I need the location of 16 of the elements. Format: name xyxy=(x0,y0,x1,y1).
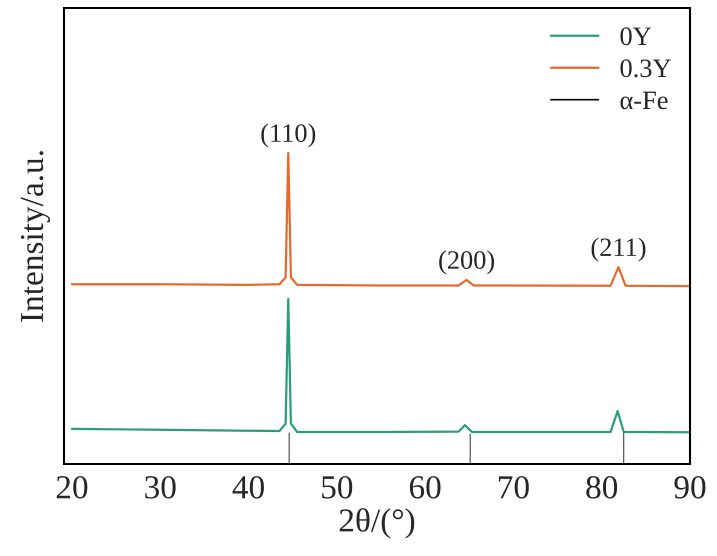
x-tick-label: 60 xyxy=(410,476,441,499)
legend-label: 0.3Y xyxy=(620,59,671,78)
annotation: (211) xyxy=(592,238,646,262)
x-axis-title: 2θ/(°) xyxy=(340,508,414,539)
x-tick-label: 40 xyxy=(232,476,264,499)
annotation: (110) xyxy=(261,123,316,148)
annotation: (200) xyxy=(439,250,494,274)
x-tick-label: 70 xyxy=(498,476,529,499)
x-tick-label: 80 xyxy=(586,476,618,499)
x-tick-label: 30 xyxy=(145,476,176,499)
legend-label: 0Y xyxy=(620,27,652,46)
x-tick-label: 50 xyxy=(322,476,352,499)
y-axis-title: Intensity/a.u. xyxy=(20,151,50,322)
legend-label: α-Fe xyxy=(620,92,668,110)
x-tick-label: 90 xyxy=(674,476,706,499)
x-tick-label: 20 xyxy=(56,476,88,499)
